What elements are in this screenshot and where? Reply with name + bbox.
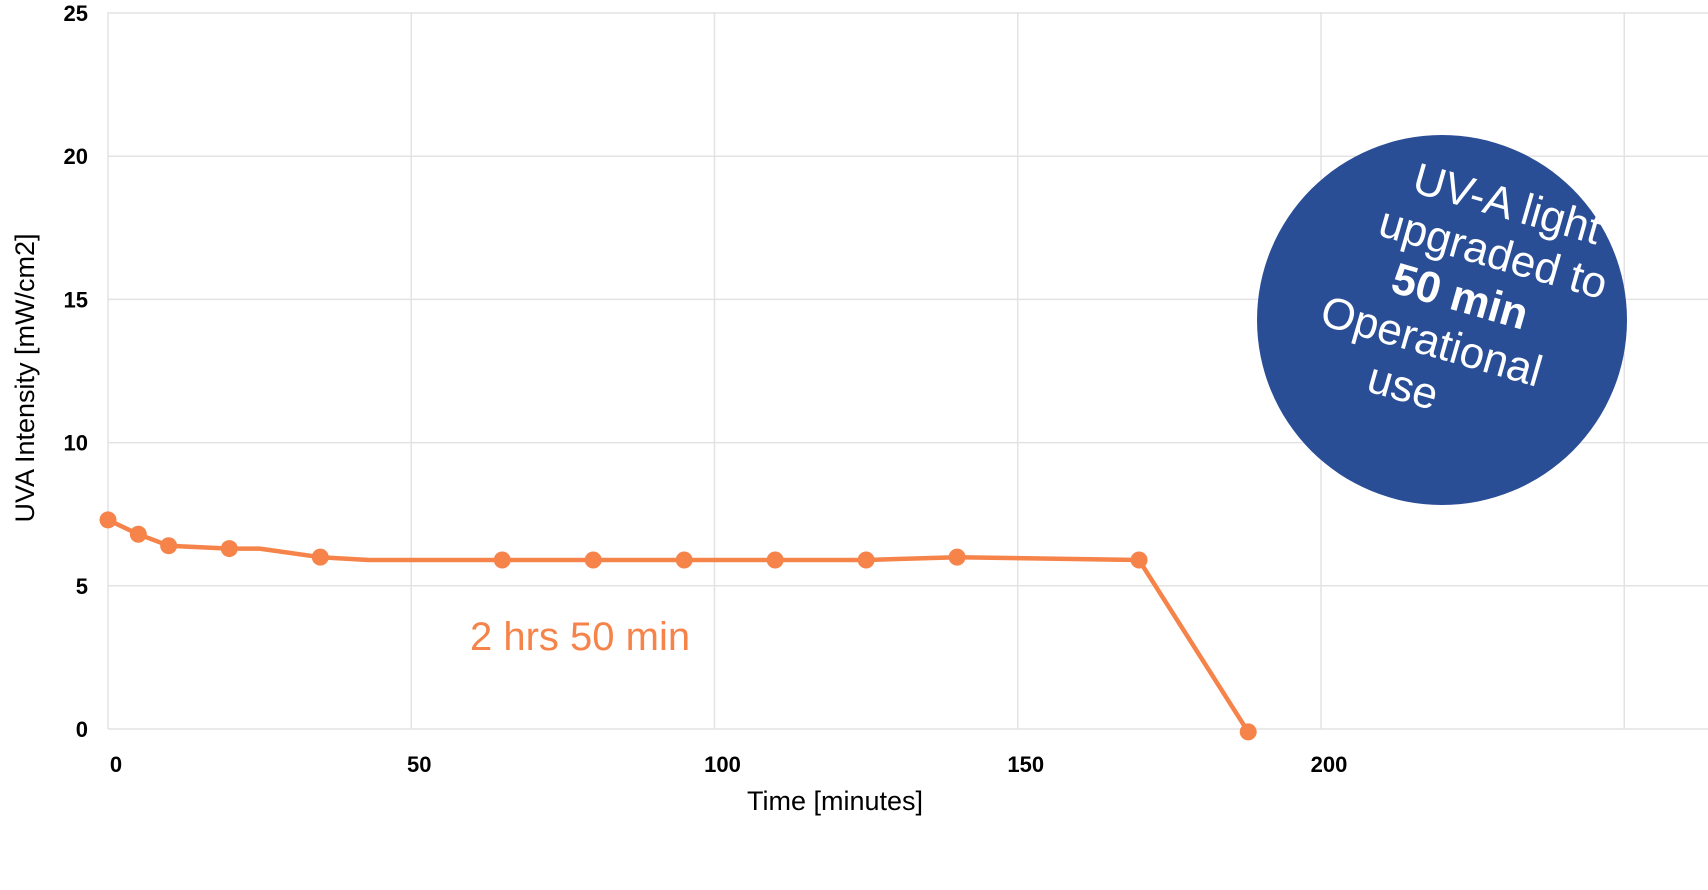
data-point: [129, 525, 147, 543]
y-tick-label: 5: [76, 574, 88, 599]
y-tick-label: 15: [64, 287, 88, 312]
x-tick-label: 200: [1311, 752, 1348, 777]
duration-annotation: 2 hrs 50 min: [470, 615, 690, 659]
x-axis-title: Time [minutes]: [747, 786, 923, 816]
y-axis-title: UVA Intensity [mW/cm2]: [10, 233, 40, 522]
x-axis-ticks: 0 50 100 150 200: [110, 752, 1347, 777]
y-tick-label: 10: [64, 431, 88, 456]
y-tick-label: 20: [64, 144, 88, 169]
data-point: [584, 551, 602, 569]
data-point: [220, 540, 238, 558]
callout-circle: [1257, 135, 1627, 505]
x-tick-label: 150: [1007, 752, 1044, 777]
x-tick-label: 50: [407, 752, 431, 777]
data-point: [311, 548, 329, 566]
y-axis-ticks: 0 5 10 15 20 25: [64, 1, 88, 742]
gridlines: [107, 12, 1708, 730]
data-point: [1239, 723, 1257, 741]
y-tick-label: 0: [76, 717, 88, 742]
callout-bubble: UV-A light upgraded to 50 min Operationa…: [1257, 135, 1627, 505]
data-point: [766, 551, 784, 569]
data-point: [948, 548, 966, 566]
x-tick-label: 0: [110, 752, 122, 777]
data-point: [493, 551, 511, 569]
data-point: [857, 551, 875, 569]
x-tick-label: 100: [704, 752, 741, 777]
data-point: [99, 511, 117, 529]
data-point: [160, 537, 178, 555]
series-line: [99, 511, 1257, 741]
y-tick-label: 25: [64, 1, 88, 26]
data-point: [675, 551, 693, 569]
data-point: [1130, 551, 1148, 569]
